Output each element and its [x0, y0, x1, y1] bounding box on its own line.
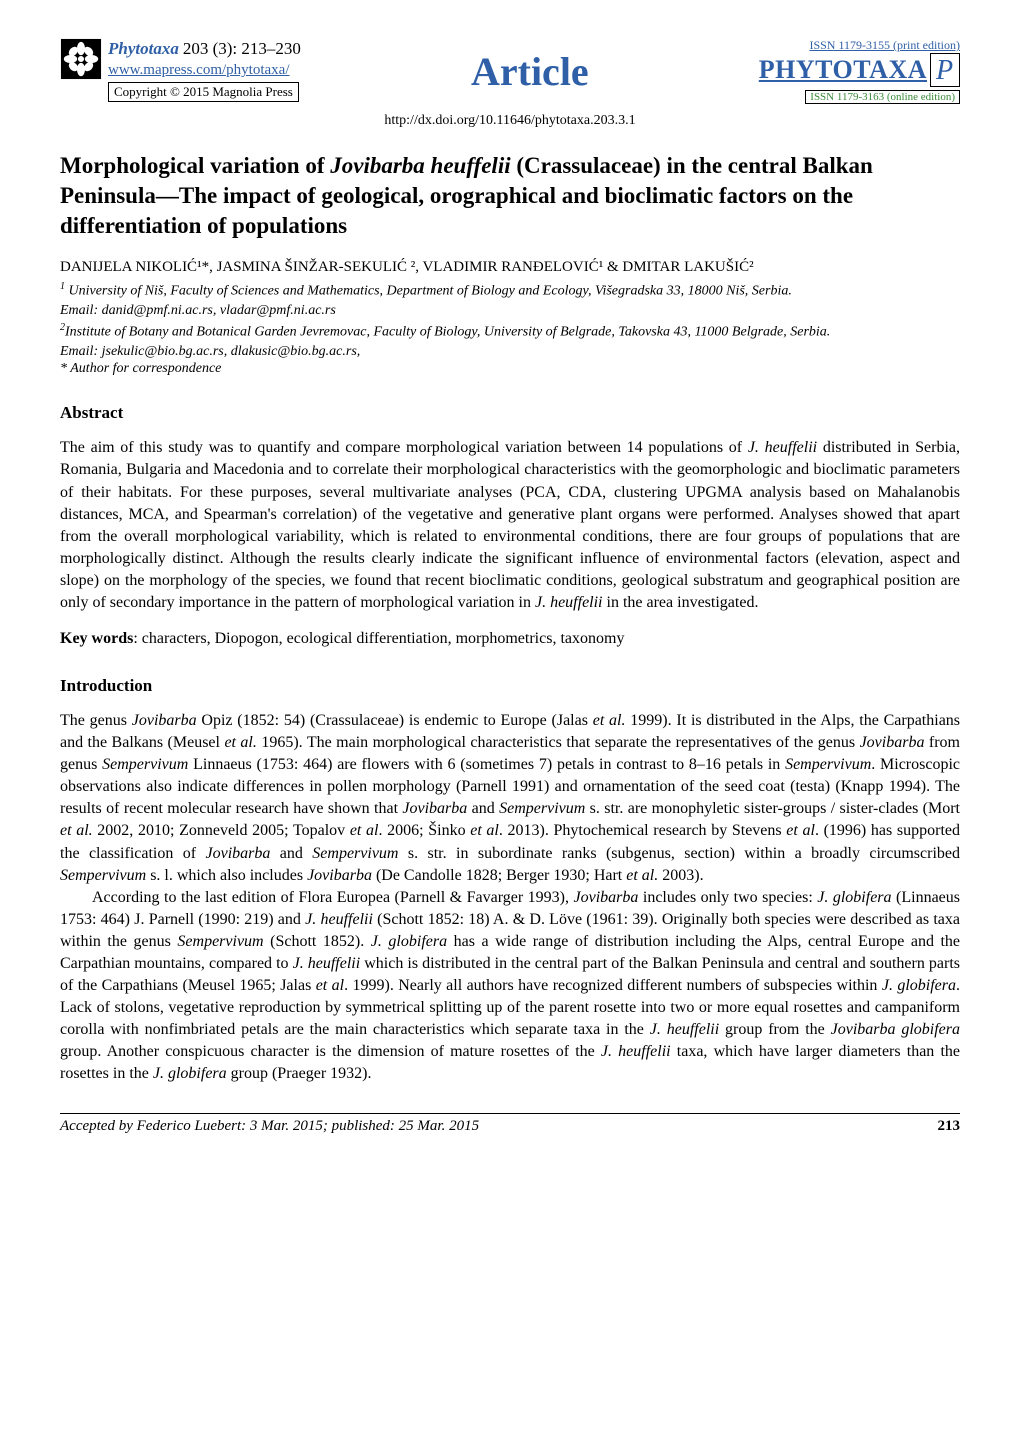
journal-url-link[interactable]: www.mapress.com/phytotaxa/: [108, 62, 290, 78]
abs-seg-b: J. heuffelii: [748, 439, 817, 456]
flower-icon: [60, 38, 102, 80]
phytotaxa-badge-text: PHYTOTAXA: [759, 55, 927, 85]
keywords-label: Key words: [60, 630, 133, 647]
keywords-text: : characters, Diopogon, ecological diffe…: [133, 630, 624, 647]
page-number: 213: [938, 1118, 961, 1135]
intro-paragraph-2: According to the last edition of Flora E…: [60, 887, 960, 1086]
abs-seg-d: J. heuffelii: [535, 594, 603, 611]
journal-left-block: Phytotaxa 203 (3): 213–230 www.mapress.c…: [60, 38, 301, 102]
journal-right-block: ISSN 1179-3155 (print edition) PHYTOTAXA…: [759, 38, 960, 105]
svg-text:P: P: [935, 55, 953, 86]
issn-online-row: ISSN 1179-3163 (online edition): [759, 87, 960, 105]
affil1-text: University of Niš, Faculty of Sciences a…: [65, 283, 792, 298]
issn-print-line: ISSN 1179-3155 (print edition): [759, 38, 960, 53]
abstract-heading: Abstract: [60, 403, 960, 423]
abs-seg-e: in the area investigated.: [603, 594, 759, 611]
journal-header: Phytotaxa 203 (3): 213–230 www.mapress.c…: [60, 38, 960, 105]
accepted-line: Accepted by Federico Luebert: 3 Mar. 201…: [60, 1118, 479, 1135]
keywords-line: Key words: characters, Diopogon, ecologi…: [60, 628, 960, 650]
journal-title-line: Phytotaxa 203 (3): 213–230: [108, 38, 301, 60]
journal-name: Phytotaxa: [108, 39, 179, 58]
title-species: Jovibarba heuffelii: [330, 153, 510, 178]
affil1-email: Email: danid@pmf.ni.ac.rs, vladar@pmf.ni…: [60, 301, 960, 321]
doi-line: http://dx.doi.org/10.11646/phytotaxa.203…: [60, 113, 960, 129]
intro-paragraph-1: The genus Jovibarba Opiz (1852: 54) (Cra…: [60, 710, 960, 887]
phytotaxa-badge: PHYTOTAXA P: [759, 53, 960, 87]
footer-row: Accepted by Federico Luebert: 3 Mar. 201…: [60, 1118, 960, 1135]
journal-text-block: Phytotaxa 203 (3): 213–230 www.mapress.c…: [108, 38, 301, 102]
corresponding-author: * Author for correspondence: [60, 361, 960, 377]
article-title: Morphological variation of Jovibarba heu…: [60, 151, 960, 241]
title-pre: Morphological variation of: [60, 153, 330, 178]
issn-online: ISSN 1179-3163 (online edition): [805, 90, 960, 104]
abs-seg-a: The aim of this study was to quantify an…: [60, 439, 748, 456]
authors-line: DANIJELA NIKOLIĆ¹*, JASMINA ŠINŽAR-SEKUL…: [60, 259, 960, 276]
footer-rule: [60, 1113, 960, 1114]
abstract-paragraph: The aim of this study was to quantify an…: [60, 437, 960, 614]
introduction-heading: Introduction: [60, 676, 960, 696]
affil2-email: Email: jsekulic@bio.bg.ac.rs, dlakusic@b…: [60, 342, 960, 362]
affil2-text: Institute of Botany and Botanical Garden…: [65, 324, 830, 339]
abs-seg-c: distributed in Serbia, Romania, Bulgaria…: [60, 439, 960, 611]
article-label: Article: [471, 48, 589, 95]
copyright-box: Copyright © 2015 Magnolia Press: [108, 82, 299, 102]
journal-issue: 203 (3): 213–230: [183, 39, 301, 58]
issn-print: ISSN 1179-3155 (print edition): [809, 38, 960, 53]
p-badge-icon: P: [930, 53, 960, 87]
affiliation-1: 1 University of Niš, Faculty of Sciences…: [60, 280, 960, 301]
affiliation-2: 2Institute of Botany and Botanical Garde…: [60, 321, 960, 342]
